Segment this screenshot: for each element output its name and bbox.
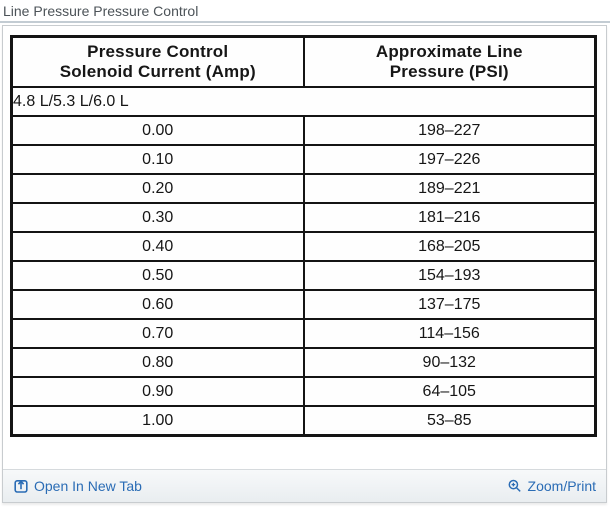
figure-toolbar: Open In New Tab Zoom/Print <box>3 469 606 502</box>
engine-label-cell: 4.8 L/5.3 L/6.0 L <box>10 86 597 117</box>
current-cell: 0.00 <box>10 115 305 146</box>
table-row: 0.60 137–175 <box>10 289 597 320</box>
table-row: 0.10 197–226 <box>10 144 597 175</box>
open-in-new-tab-icon <box>14 479 28 493</box>
current-cell: 0.50 <box>10 260 305 291</box>
pressure-cell: 189–221 <box>302 173 597 204</box>
zoom-print-label: Zoom/Print <box>527 478 596 494</box>
pressure-cell: 197–226 <box>302 144 597 175</box>
current-cell: 0.20 <box>10 173 305 204</box>
pressure-cell: 198–227 <box>302 115 597 146</box>
table-header-row: Pressure Control Solenoid Current (Amp) … <box>10 35 597 88</box>
header-line: Pressure Control <box>87 41 229 61</box>
header-line: Solenoid Current (Amp) <box>59 62 256 81</box>
current-cell: 0.40 <box>10 231 305 262</box>
table-row: 0.70 114–156 <box>10 318 597 349</box>
page-title: Line Pressure Pressure Control <box>3 3 199 19</box>
table-row: 0.00 198–227 <box>10 115 597 146</box>
zoom-print-link[interactable]: Zoom/Print <box>507 478 596 494</box>
header-solenoid-current: Pressure Control Solenoid Current (Amp) <box>10 35 305 88</box>
header-line-pressure: Approximate Line Pressure (PSI) <box>302 35 597 88</box>
table-row: 0.30 181–216 <box>10 202 597 233</box>
engine-row: 4.8 L/5.3 L/6.0 L <box>10 86 597 117</box>
title-divider <box>0 21 610 23</box>
table-row: 0.20 189–221 <box>10 173 597 204</box>
current-cell: 0.90 <box>10 376 305 407</box>
pressure-spec-table: Pressure Control Solenoid Current (Amp) … <box>10 35 597 437</box>
current-cell: 0.80 <box>10 347 305 378</box>
open-in-new-tab-label: Open In New Tab <box>34 478 142 494</box>
table-row: 0.50 154–193 <box>10 260 597 291</box>
pressure-cell: 154–193 <box>302 260 597 291</box>
pressure-cell: 64–105 <box>302 376 597 407</box>
header-line: Pressure (PSI) <box>389 62 509 81</box>
current-cell: 0.30 <box>10 202 305 233</box>
open-in-new-tab-link[interactable]: Open In New Tab <box>14 478 142 494</box>
pressure-cell: 137–175 <box>302 289 597 320</box>
pressure-cell: 90–132 <box>302 347 597 378</box>
table-row: 1.00 53–85 <box>10 405 597 437</box>
current-cell: 0.70 <box>10 318 305 349</box>
figure-panel: Pressure Control Solenoid Current (Amp) … <box>2 25 607 503</box>
current-cell: 0.60 <box>10 289 305 320</box>
magnifier-plus-icon <box>507 479 522 494</box>
pressure-cell: 181–216 <box>302 202 597 233</box>
pressure-cell: 168–205 <box>302 231 597 262</box>
header-line: Approximate Line <box>375 41 523 61</box>
table-row: 0.80 90–132 <box>10 347 597 378</box>
table-row: 0.40 168–205 <box>10 231 597 262</box>
pressure-cell: 53–85 <box>302 405 597 437</box>
pressure-cell: 114–156 <box>302 318 597 349</box>
current-cell: 1.00 <box>10 405 305 437</box>
table-row: 0.90 64–105 <box>10 376 597 407</box>
current-cell: 0.10 <box>10 144 305 175</box>
